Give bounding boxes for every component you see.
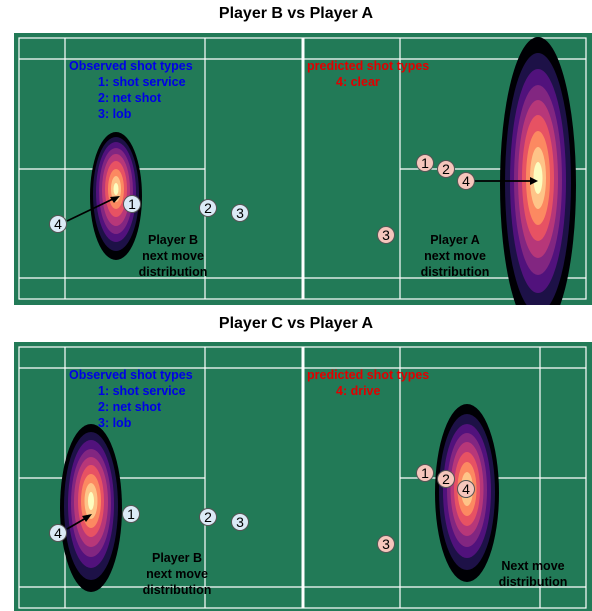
- observed-shot-type-3: 3: lob: [98, 416, 132, 430]
- left-distribution-label-line-2: next move: [142, 249, 204, 263]
- left-distribution-label-line-2: next move: [146, 567, 208, 581]
- svg-text:4: 4: [54, 525, 62, 541]
- right-distribution-label-line-2: distribution: [499, 575, 568, 589]
- observed-shot-type-1: 1: shot service: [98, 384, 186, 398]
- observed-shot-type-1: 1: shot service: [98, 75, 186, 89]
- predicted-shot-marker-4: 4: [457, 480, 475, 498]
- observed-shot-marker-3: 3: [231, 513, 249, 531]
- observed-shot-type-2: 2: net shot: [98, 91, 162, 105]
- move-arrow-left-head: [110, 196, 120, 203]
- svg-text:4: 4: [462, 481, 470, 497]
- panel-1-title: Player B vs Player A: [218, 5, 374, 22]
- predicted-shot-type-4: 4: clear: [336, 75, 380, 89]
- observed-shot-marker-2: 2: [199, 508, 217, 526]
- predicted-shot-marker-1: 1: [416, 464, 434, 482]
- court-2: Observed shot types 1: shot service 2: n…: [14, 342, 592, 611]
- panel-2-title: Player C vs Player A: [218, 315, 374, 332]
- svg-text:2: 2: [204, 509, 212, 525]
- right-distribution-label-line-1: Next move: [501, 559, 564, 573]
- observed-shot-marker-2: 2: [199, 199, 217, 217]
- predicted-shot-types-title: predicted shot types: [307, 59, 429, 73]
- svg-text:4: 4: [462, 173, 470, 189]
- predicted-shot-marker-4: 4: [457, 172, 475, 190]
- left-distribution-label-line-3: distribution: [139, 265, 208, 279]
- observed-shot-types-title: Observed shot types: [69, 59, 193, 73]
- svg-text:3: 3: [236, 205, 244, 221]
- observed-shot-marker-1: 1: [123, 195, 141, 213]
- player-a-distribution: [500, 37, 576, 305]
- predicted-shot-types-title: predicted shot types: [307, 368, 429, 382]
- predicted-shot-marker-2: 2: [437, 470, 455, 488]
- observed-shot-marker-4: 4: [49, 524, 67, 542]
- svg-text:2: 2: [204, 200, 212, 216]
- svg-text:1: 1: [421, 465, 429, 481]
- right-distribution-label-line-3: distribution: [421, 265, 490, 279]
- svg-text:1: 1: [127, 506, 135, 522]
- svg-text:3: 3: [382, 227, 390, 243]
- predicted-shot-marker-2: 2: [437, 160, 455, 178]
- left-distribution-label-line-1: Player B: [148, 233, 198, 247]
- predicted-shot-type-4: 4: drive: [336, 384, 381, 398]
- left-distribution-label-line-3: distribution: [143, 583, 212, 597]
- observed-shot-marker-3: 3: [231, 204, 249, 222]
- svg-text:2: 2: [442, 161, 450, 177]
- svg-text:3: 3: [382, 536, 390, 552]
- observed-shot-types-title: Observed shot types: [69, 368, 193, 382]
- left-distribution-label-line-1: Player B: [152, 551, 202, 565]
- right-distribution-label-line-2: next move: [424, 249, 486, 263]
- right-distribution-label-line-1: Player A: [430, 233, 480, 247]
- predicted-shot-marker-3: 3: [377, 535, 395, 553]
- svg-text:2: 2: [442, 471, 450, 487]
- observed-shot-marker-1: 1: [122, 505, 140, 523]
- move-arrow-left-head: [82, 514, 92, 522]
- observed-shot-type-3: 3: lob: [98, 107, 132, 121]
- svg-text:4: 4: [54, 216, 62, 232]
- svg-text:3: 3: [236, 514, 244, 530]
- observed-shot-type-2: 2: net shot: [98, 400, 162, 414]
- observed-shot-marker-4: 4: [49, 215, 67, 233]
- move-arrow-right-head: [530, 177, 538, 185]
- svg-text:1: 1: [128, 196, 136, 212]
- svg-text:1: 1: [421, 155, 429, 171]
- player-b-distribution: [60, 424, 122, 592]
- move-arrow-left: [66, 197, 116, 222]
- predicted-shot-marker-3: 3: [377, 226, 395, 244]
- move-arrow-left: [66, 517, 87, 530]
- predicted-shot-marker-1: 1: [416, 154, 434, 172]
- court-1: Observed shot types 1: shot service 2: n…: [14, 33, 592, 305]
